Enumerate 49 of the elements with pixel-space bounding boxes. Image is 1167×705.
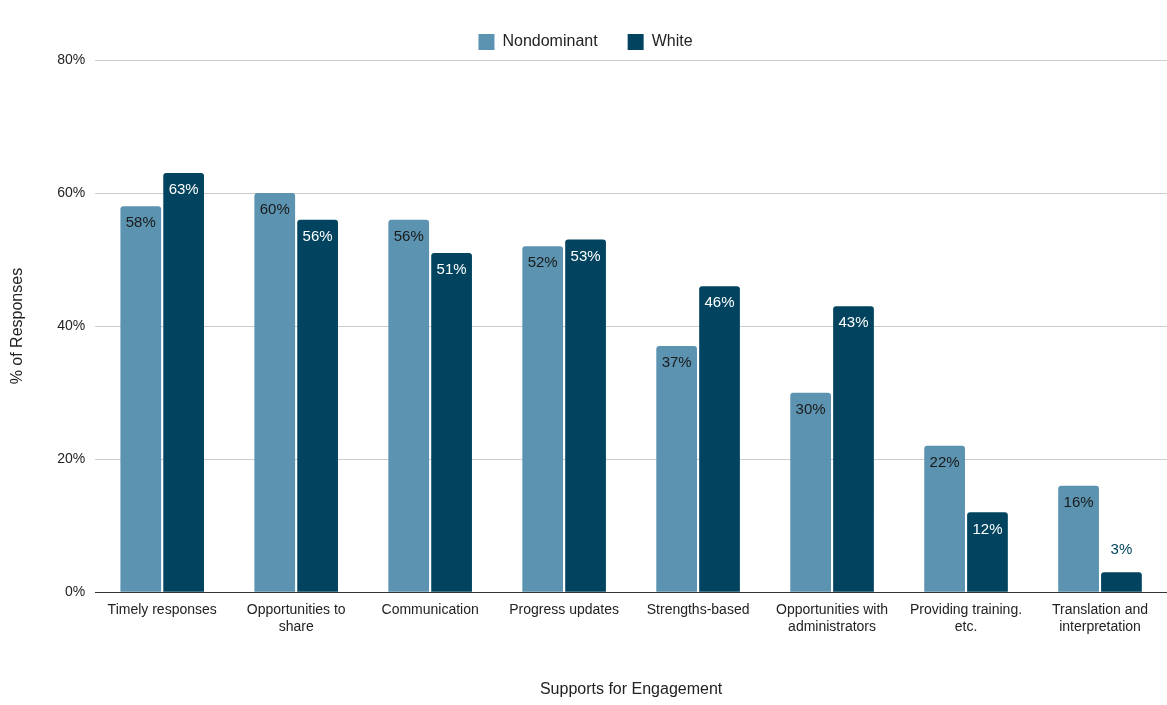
data-label: 58% xyxy=(125,213,156,231)
data-label: 16% xyxy=(1063,492,1094,510)
y-tick-label: 20% xyxy=(57,450,86,467)
x-tick-label: Timely responses xyxy=(107,601,217,618)
y-axis-title: % of Responses xyxy=(8,267,26,385)
bar xyxy=(565,239,606,592)
data-label: 22% xyxy=(929,452,960,470)
data-label: 30% xyxy=(795,399,826,417)
bar xyxy=(833,306,874,592)
legend-label: Nondominant xyxy=(502,32,599,50)
y-tick-label: 60% xyxy=(57,183,86,200)
x-tick-label: Progress updates xyxy=(509,601,619,618)
bar xyxy=(790,392,831,592)
data-label: 37% xyxy=(661,353,692,371)
x-axis-title: Supports for Engagement xyxy=(539,679,723,697)
bar xyxy=(254,193,296,592)
bar xyxy=(163,173,205,592)
data-label: 63% xyxy=(168,180,199,198)
bar xyxy=(699,286,740,592)
data-label: 12% xyxy=(972,519,1003,537)
data-label: 56% xyxy=(302,226,333,244)
data-label: 51% xyxy=(436,260,467,278)
bar xyxy=(924,445,965,592)
x-tick-label: Translation and interpretation xyxy=(1052,601,1149,635)
bar xyxy=(297,219,338,592)
y-tick-label: 80% xyxy=(57,50,86,67)
x-tick-label: Providing training. etc. xyxy=(910,601,1023,635)
bar xyxy=(656,346,698,592)
data-label: 3% xyxy=(1110,540,1133,558)
y-tick-label: 0% xyxy=(64,583,86,600)
data-label: 52% xyxy=(527,253,558,271)
data-label: 46% xyxy=(704,293,735,311)
x-tick-label: Communication xyxy=(381,601,479,618)
data-label: 60% xyxy=(259,200,290,218)
bar xyxy=(388,219,430,592)
bar xyxy=(967,512,1008,592)
x-tick-label: Opportunities to share xyxy=(246,601,346,635)
data-label: 53% xyxy=(570,246,601,264)
bar xyxy=(1058,485,1099,592)
data-label: 56% xyxy=(393,226,424,244)
legend-label: White xyxy=(651,32,693,50)
bar xyxy=(1101,572,1142,592)
data-label: 43% xyxy=(838,313,869,331)
bar xyxy=(431,252,472,592)
x-tick-label: Strengths-based xyxy=(646,601,750,618)
bar xyxy=(522,246,564,592)
y-tick-label: 40% xyxy=(57,316,86,333)
bar xyxy=(120,206,162,592)
x-tick-label: Opportunities with administrators xyxy=(776,601,889,635)
